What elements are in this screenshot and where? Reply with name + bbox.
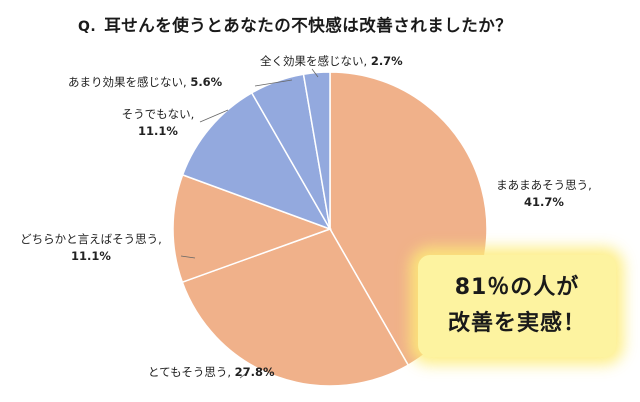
- slice-label-5: 全く効果を感じない, 2.7%: [260, 54, 403, 68]
- slice-label-1: とてもそう思う, 27.8%: [148, 365, 275, 379]
- leader-lines: [180, 68, 319, 379]
- chart-title: Q. 耳せんを使うとあなたの不快感は改善されましたか？: [78, 12, 618, 36]
- pie-slice-2: [172, 173, 333, 284]
- question-prefix: Q.: [78, 19, 97, 35]
- leader-line-3: [180, 255, 196, 259]
- highlight-callout: 81％の人が 改善を実感！: [418, 255, 616, 357]
- slice-label-3: そうでもない, 11.1%: [121, 107, 195, 138]
- leader-line-2: [199, 109, 229, 123]
- pie-slice-5: [302, 71, 331, 230]
- pie-slices: [172, 71, 488, 387]
- leader-line-0: [311, 68, 319, 78]
- slice-label-0: まあまあそう思う, 41.7%: [496, 178, 592, 209]
- callout-line-1: 81％の人が: [454, 275, 580, 300]
- pie-slice-3: [181, 91, 332, 231]
- leader-line-4: [239, 371, 249, 379]
- slice-label-2: どちらかと言えばそう思う, 11.1%: [20, 232, 162, 263]
- question-text: 耳せんを使うとあなたの不快感は改善されましたか？: [104, 16, 513, 35]
- leader-line-1: [254, 79, 293, 87]
- pie-slice-1: [181, 228, 410, 387]
- slice-label-4: あまり効果を感じない, 5.6%: [68, 75, 223, 89]
- callout-line-2: 改善を実感！: [447, 311, 586, 336]
